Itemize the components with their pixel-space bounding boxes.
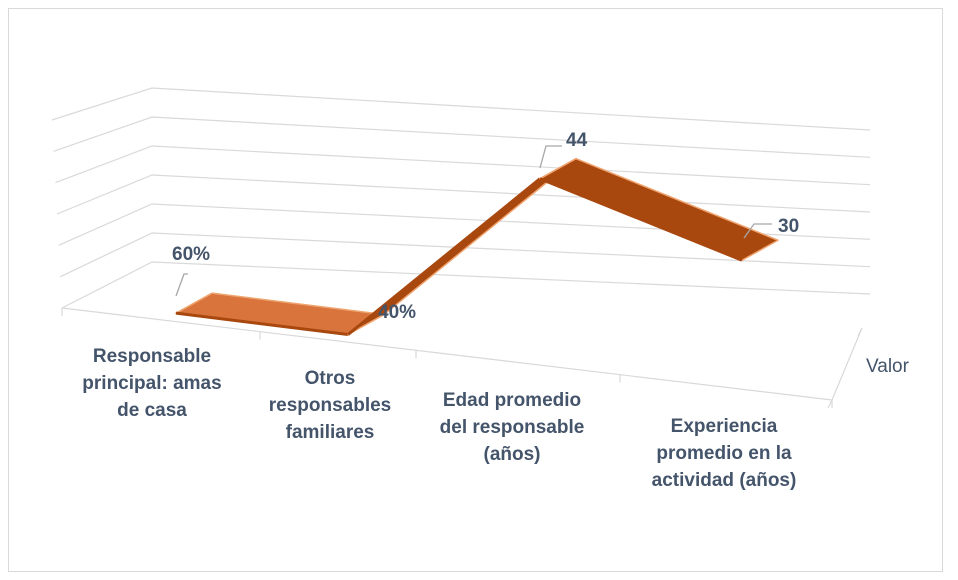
axis-layer	[61, 307, 863, 409]
ribbon-edge	[347, 177, 541, 336]
ribbon-layer	[175, 157, 779, 337]
category-label-line: familiares	[286, 422, 375, 443]
data-label: 60%	[172, 244, 210, 265]
category-label: Otros responsables familiares	[269, 368, 392, 443]
gridline	[60, 232, 871, 278]
gridline	[61, 261, 871, 309]
depth-axis-tick	[857, 327, 863, 337]
ribbon-edge	[175, 311, 349, 337]
category-label-line: Experiencia	[671, 416, 778, 437]
data-label-leader	[175, 273, 188, 297]
ribbon-segment	[175, 292, 385, 336]
category-label: Experiencia promedio en la actividad (años…	[652, 416, 797, 491]
category-label-line: Otros	[305, 368, 356, 389]
data-label-leader	[539, 145, 562, 169]
category-label: Responsable principal: amas de casa	[82, 346, 221, 421]
category-label-line: del responsable	[440, 417, 585, 438]
depth-axis-line	[831, 327, 863, 401]
gridline	[53, 116, 871, 158]
category-label-layer: Responsable principal: amas de casa Otros re…	[82, 346, 796, 491]
gridline	[58, 203, 871, 246]
category-label-line: actividad (años)	[652, 470, 797, 491]
category-axis-line	[61, 307, 833, 401]
grid-layer	[51, 87, 871, 309]
ribbon-edge	[539, 177, 743, 262]
category-label-line: (años)	[484, 444, 541, 465]
category-label-line: promedio en la	[656, 443, 792, 464]
data-label: 40%	[378, 302, 416, 323]
gridline	[51, 87, 871, 131]
label-layer: 60% 40% 44 30	[172, 130, 799, 323]
gridline	[56, 174, 871, 215]
series-axis-label: Valor	[866, 356, 910, 377]
category-label-line: Responsable	[93, 346, 211, 367]
data-label: 30	[778, 216, 799, 237]
data-label: 44	[566, 130, 588, 151]
category-label-line: responsables	[269, 395, 392, 416]
category-label-line: principal: amas	[82, 373, 221, 394]
category-label-line: de casa	[117, 400, 187, 421]
gridline	[55, 145, 871, 186]
depth-axis-tick	[827, 399, 833, 409]
category-label: Edad promedio del responsable (años)	[440, 390, 585, 465]
data-label-leader	[743, 223, 772, 239]
ribbon-segment	[539, 157, 779, 261]
category-label-line: Edad promedio	[443, 390, 581, 411]
